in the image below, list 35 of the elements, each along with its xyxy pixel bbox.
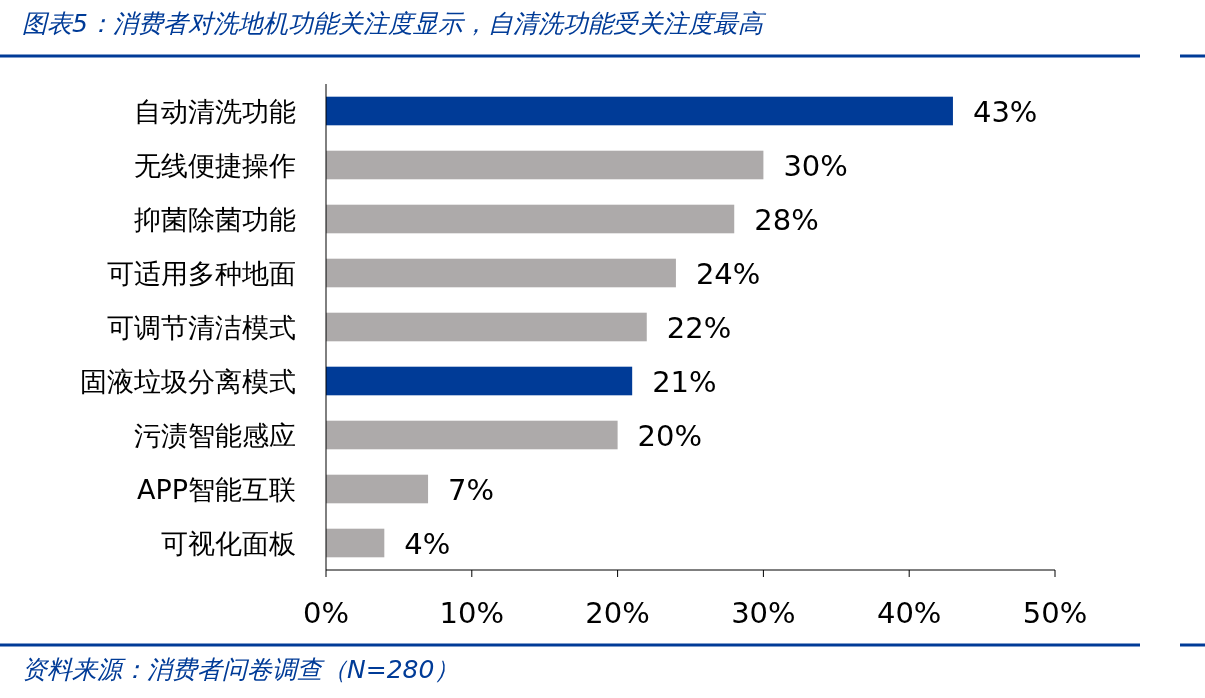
y-tick-label: 可调节清洁模式 [107,312,296,343]
y-tick-label: 无线便捷操作 [134,150,296,181]
bar [326,420,618,450]
y-tick-label: 自动清洗功能 [134,96,296,127]
bar [326,204,735,234]
y-tick-label: 抑菌除菌功能 [134,204,296,235]
chart-title: 图表5：消费者对洗地机功能关注度显示，自清洗功能受关注度最高 [22,9,767,38]
y-tick-label: 可视化面板 [161,528,296,559]
data-label: 7% [448,473,495,507]
bar [326,312,647,342]
y-tick-label: 固液垃圾分离模式 [80,366,296,397]
bar [326,528,385,558]
x-tick-label: 0% [302,596,350,630]
bar [326,474,429,504]
text: 资料来源：消费者问卷调查（N=280） [22,655,460,684]
bar [326,150,764,180]
y-tick-label: 可适用多种地面 [107,258,296,289]
x-tick-label: 20% [585,596,650,630]
data-label: 4% [404,527,451,561]
bar [326,366,633,396]
data-label: 30% [783,149,848,183]
data-label: 22% [666,311,732,345]
bar [326,96,953,126]
x-tick-label: 10% [439,596,505,630]
x-tick-label: 40% [876,596,942,630]
bar [326,258,676,288]
data-label: 28% [754,203,819,237]
x-tick-label: 50% [1022,596,1088,630]
y-tick-label: 污渍智能感应 [134,420,296,451]
data-label: 43% [972,95,1038,129]
x-tick-label: 30% [731,596,796,630]
data-label: 24% [695,257,761,291]
data-label: 20% [637,419,703,453]
data-label: 21% [652,365,717,399]
y-tick-label: APP智能互联 [136,474,296,505]
